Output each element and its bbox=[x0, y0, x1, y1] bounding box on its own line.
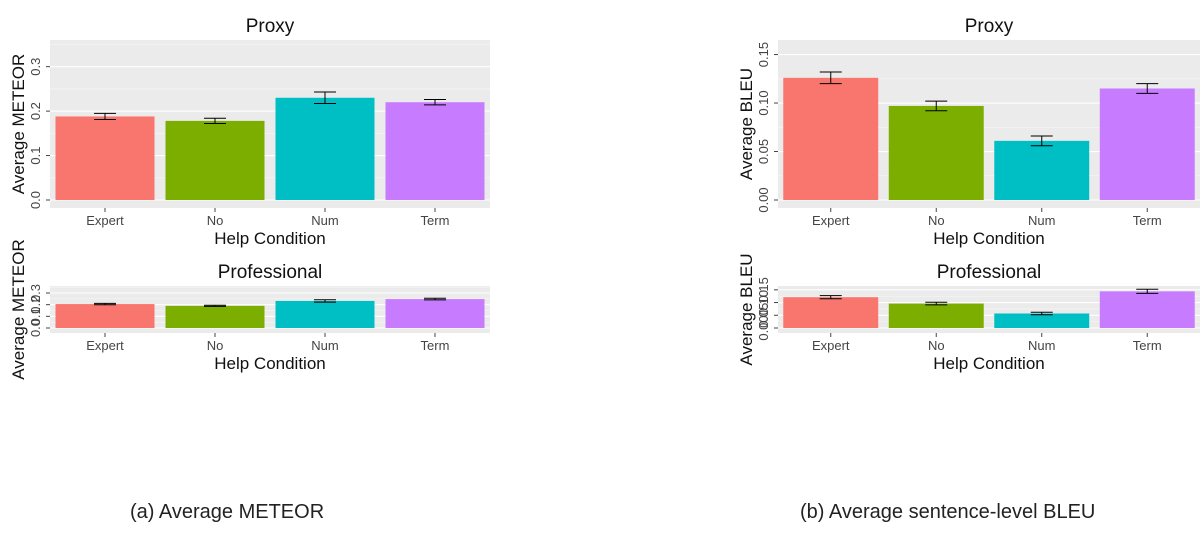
meteor-proxy-x-tick-label: No bbox=[207, 213, 224, 228]
meteor-proxy-title: Proxy bbox=[246, 16, 295, 37]
bleu-professional-title: Professional bbox=[937, 262, 1042, 283]
bleu-professional-x-tick-label: Num bbox=[1028, 338, 1055, 353]
bleu-professional-bar-num bbox=[994, 313, 1090, 328]
bleu-proxy-x-tick-label: No bbox=[928, 213, 945, 228]
meteor-professional-bar-no bbox=[165, 305, 265, 328]
bleu-professional-x-tick-label: No bbox=[928, 338, 945, 353]
bleu-professional-y-tick-label: 0.15 bbox=[756, 277, 771, 302]
meteor-proxy-x-tick-label: Term bbox=[421, 213, 450, 228]
bleu-professional-y-tick-label: 0.05 bbox=[756, 303, 771, 328]
bleu-proxy-x-tick-label: Term bbox=[1133, 213, 1162, 228]
caption-left: (a) Average METEOR bbox=[130, 501, 325, 523]
bleu-professional-bar-expert bbox=[783, 297, 879, 328]
meteor-professional-x-tick-label: No bbox=[207, 338, 224, 353]
meteor-professional-x-tick-label: Num bbox=[311, 338, 338, 353]
meteor-professional-y-tick-label: 0.3 bbox=[28, 284, 43, 302]
caption-right: (b) Average sentence-level BLEU bbox=[800, 501, 1096, 523]
bleu-proxy-x-tick-label: Num bbox=[1028, 213, 1055, 228]
bleu-proxy-x-tick-label: Expert bbox=[812, 213, 850, 228]
bleu-proxy-y-tick-label: 0.00 bbox=[756, 187, 771, 212]
meteor-professional-bar-expert bbox=[55, 304, 155, 328]
meteor-professional-y-tick-label: 0.1 bbox=[28, 307, 43, 325]
bleu-professional-bar-no bbox=[888, 303, 984, 328]
meteor-proxy-bar-expert bbox=[55, 116, 155, 200]
bleu-proxy-title: Proxy bbox=[965, 16, 1014, 37]
bleu-professional-bar-term bbox=[1099, 291, 1195, 328]
meteor-professional-y-axis-label: Average METEOR bbox=[9, 239, 28, 379]
meteor-professional-y-tick-label: 0.2 bbox=[28, 296, 43, 314]
meteor-proxy-y-tick-label: 0.2 bbox=[28, 102, 43, 120]
meteor-proxy-x-axis-label: Help Condition bbox=[214, 229, 326, 248]
bleu-proxy-y-axis-label: Average BLEU bbox=[737, 68, 756, 180]
meteor-proxy-x-tick-label: Expert bbox=[86, 213, 124, 228]
bleu-professional-y-axis-label: Average BLEU bbox=[737, 253, 756, 365]
meteor-proxy-x-tick-label: Num bbox=[311, 213, 338, 228]
meteor-professional-y-tick-label: 0.0 bbox=[28, 319, 43, 337]
meteor-professional-bar-term bbox=[385, 299, 485, 328]
bleu-proxy-y-tick-label: 0.15 bbox=[756, 42, 771, 67]
meteor-proxy-y-tick-label: 0.3 bbox=[28, 58, 43, 76]
bleu-professional-y-tick-label: 0.00 bbox=[756, 315, 771, 340]
bleu-proxy-bar-no bbox=[888, 105, 984, 200]
bleu-professional-x-tick-label: Term bbox=[1133, 338, 1162, 353]
bleu-proxy-x-axis-label: Help Condition bbox=[933, 229, 1045, 248]
bleu-professional-x-axis-label: Help Condition bbox=[933, 354, 1045, 373]
bleu-proxy-bar-num bbox=[994, 140, 1090, 200]
meteor-proxy-y-axis-label: Average METEOR bbox=[9, 54, 28, 194]
meteor-professional-x-tick-label: Term bbox=[421, 338, 450, 353]
meteor-proxy-bar-num bbox=[275, 97, 375, 200]
bleu-proxy-y-tick-label: 0.05 bbox=[756, 139, 771, 164]
meteor-professional-bar-num bbox=[275, 300, 375, 328]
meteor-proxy-y-tick-label: 0.1 bbox=[28, 147, 43, 165]
bleu-professional-y-tick-label: 0.10 bbox=[756, 290, 771, 315]
meteor-proxy-bar-no bbox=[165, 120, 265, 200]
meteor-proxy-bar-term bbox=[385, 102, 485, 200]
meteor-professional-x-tick-label: Expert bbox=[86, 338, 124, 353]
meteor-professional-x-axis-label: Help Condition bbox=[214, 354, 326, 373]
bleu-professional-x-tick-label: Expert bbox=[812, 338, 850, 353]
meteor-proxy-y-tick-label: 0.0 bbox=[28, 191, 43, 209]
bleu-proxy-bar-expert bbox=[783, 77, 879, 200]
bleu-proxy-y-tick-label: 0.10 bbox=[756, 90, 771, 115]
meteor-professional-title: Professional bbox=[218, 262, 323, 283]
bleu-proxy-bar-term bbox=[1099, 88, 1195, 200]
